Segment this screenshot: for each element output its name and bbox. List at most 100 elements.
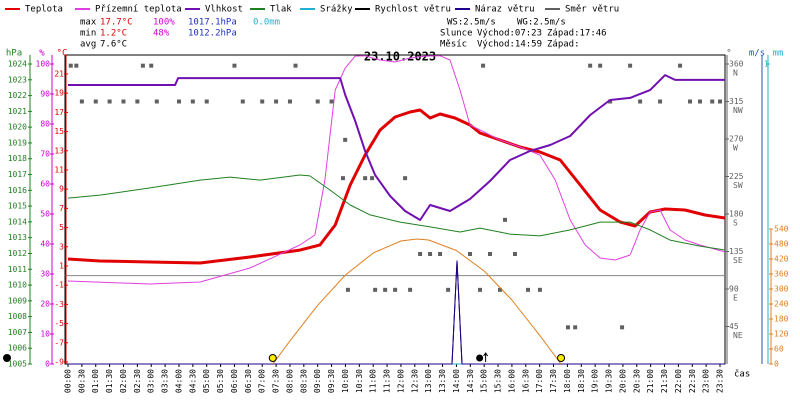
stat: 48% [153, 29, 170, 39]
direction-point [468, 252, 473, 256]
y-tick-label: 1014 [8, 217, 27, 226]
direction-point [678, 63, 683, 68]
x-tick-label: 19:00 [591, 369, 600, 393]
y-tick-label: 360 [729, 60, 744, 69]
x-tick-label: 11:30 [383, 369, 392, 393]
direction-point [481, 63, 486, 68]
series-line [68, 260, 725, 365]
y-tick-label: 1016 [8, 186, 27, 195]
y-tick-label: 13 [54, 146, 64, 155]
y-tick-label: 10 [40, 330, 50, 339]
info: Východ:14:59 [477, 40, 542, 50]
direction-point [107, 99, 112, 104]
x-tick-label: 00:00 [64, 369, 73, 393]
y-tick-label: 1006 [8, 344, 27, 353]
y-tick-label: 1024 [8, 60, 27, 69]
direction-point [438, 252, 443, 256]
stat-label: min [80, 29, 96, 39]
direction-point [232, 63, 237, 68]
y-tick-label: 180 [729, 210, 744, 219]
x-tick-label: 08:30 [299, 369, 308, 393]
x-tick-label: 03:00 [147, 369, 156, 393]
direction-point [373, 287, 378, 292]
y-tick-label: 11 [54, 165, 64, 174]
x-tick-label: 00:30 [77, 369, 86, 393]
y-tick-label: 1023 [8, 75, 27, 84]
x-tick-label: 21:00 [646, 369, 655, 393]
direction-point [512, 252, 517, 256]
stat: 7.6°C [100, 40, 127, 50]
direction-point [293, 63, 298, 68]
moon-arrow [483, 352, 489, 362]
axis-title: ° [726, 49, 731, 59]
legend-label: Teplota [25, 5, 63, 15]
direction-point [428, 252, 433, 256]
x-tick-label: 13:00 [424, 369, 433, 393]
y-tick-label: 40 [40, 240, 50, 249]
direction-point [393, 287, 398, 292]
direction-point [79, 99, 84, 104]
direction-point [573, 325, 578, 330]
direction-point [418, 252, 423, 256]
x-tick-label: 10:00 [341, 369, 350, 393]
direction-point [638, 99, 643, 104]
y-tick-label: 180 [774, 315, 789, 324]
x-tick-label: 22:30 [688, 369, 697, 393]
direction-point [608, 99, 613, 104]
y-tick-label: 1007 [8, 328, 27, 337]
x-tick-label: 19:30 [605, 369, 614, 393]
y-tick-label: 315 [729, 97, 744, 106]
compass-label: SW [733, 181, 743, 190]
y-tick-label: 19 [54, 89, 64, 98]
info: Západ: [547, 40, 580, 50]
y-tick-label: -9 [54, 357, 64, 366]
direction-point [478, 287, 483, 292]
y-tick-label: 1010 [8, 281, 27, 290]
axis-title: % [39, 49, 45, 59]
y-tick-label: 80 [40, 120, 50, 129]
stat: 1.2°C [100, 29, 127, 39]
y-tick-label: 21 [54, 70, 64, 79]
stat: 0.0mm [253, 18, 280, 28]
x-tick-label: 05:30 [216, 369, 225, 393]
x-tick-label: 15:00 [480, 369, 489, 393]
compass-label: SE [733, 256, 743, 265]
x-tick-label: 09:30 [327, 369, 336, 393]
stat-label: max [80, 18, 97, 28]
x-tick-label: 08:00 [285, 369, 294, 393]
x-tick-label: 23:30 [716, 369, 725, 393]
compass-label: W [733, 144, 738, 153]
y-tick-label: 135 [729, 247, 744, 256]
y-tick-label: 30 [40, 270, 50, 279]
direction-point [710, 99, 715, 104]
y-tick-label: 1009 [8, 296, 27, 305]
y-tick-label: 0 [45, 360, 50, 369]
direction-point [565, 325, 570, 330]
stat: 1017.1hPa [188, 18, 237, 28]
stat: 17.7°C [100, 18, 133, 28]
direction-point [658, 99, 663, 104]
direction-point [154, 99, 159, 104]
stat-label: avg [80, 40, 96, 50]
direction-point [345, 287, 350, 292]
y-tick-label: 1 [59, 261, 64, 270]
direction-point [149, 63, 154, 68]
y-tick-label: 60 [774, 345, 784, 354]
x-tick-label: 14:00 [452, 369, 461, 393]
direction-point [287, 99, 292, 104]
x-tick-label: 22:00 [674, 369, 683, 393]
legend-label: Srážky [320, 5, 353, 15]
sun-marker [268, 354, 277, 362]
direction-point [260, 99, 265, 104]
series-line [67, 108, 726, 265]
series-line [68, 74, 725, 221]
y-tick-label: 1020 [8, 123, 27, 132]
x-tick-label: 07:00 [258, 369, 267, 393]
x-tick-label: 04:00 [174, 369, 183, 393]
x-tick-label: 06:30 [244, 369, 253, 393]
y-tick-label: 225 [729, 172, 744, 181]
direction-point [628, 63, 633, 68]
x-tick-label: 20:00 [618, 369, 627, 393]
